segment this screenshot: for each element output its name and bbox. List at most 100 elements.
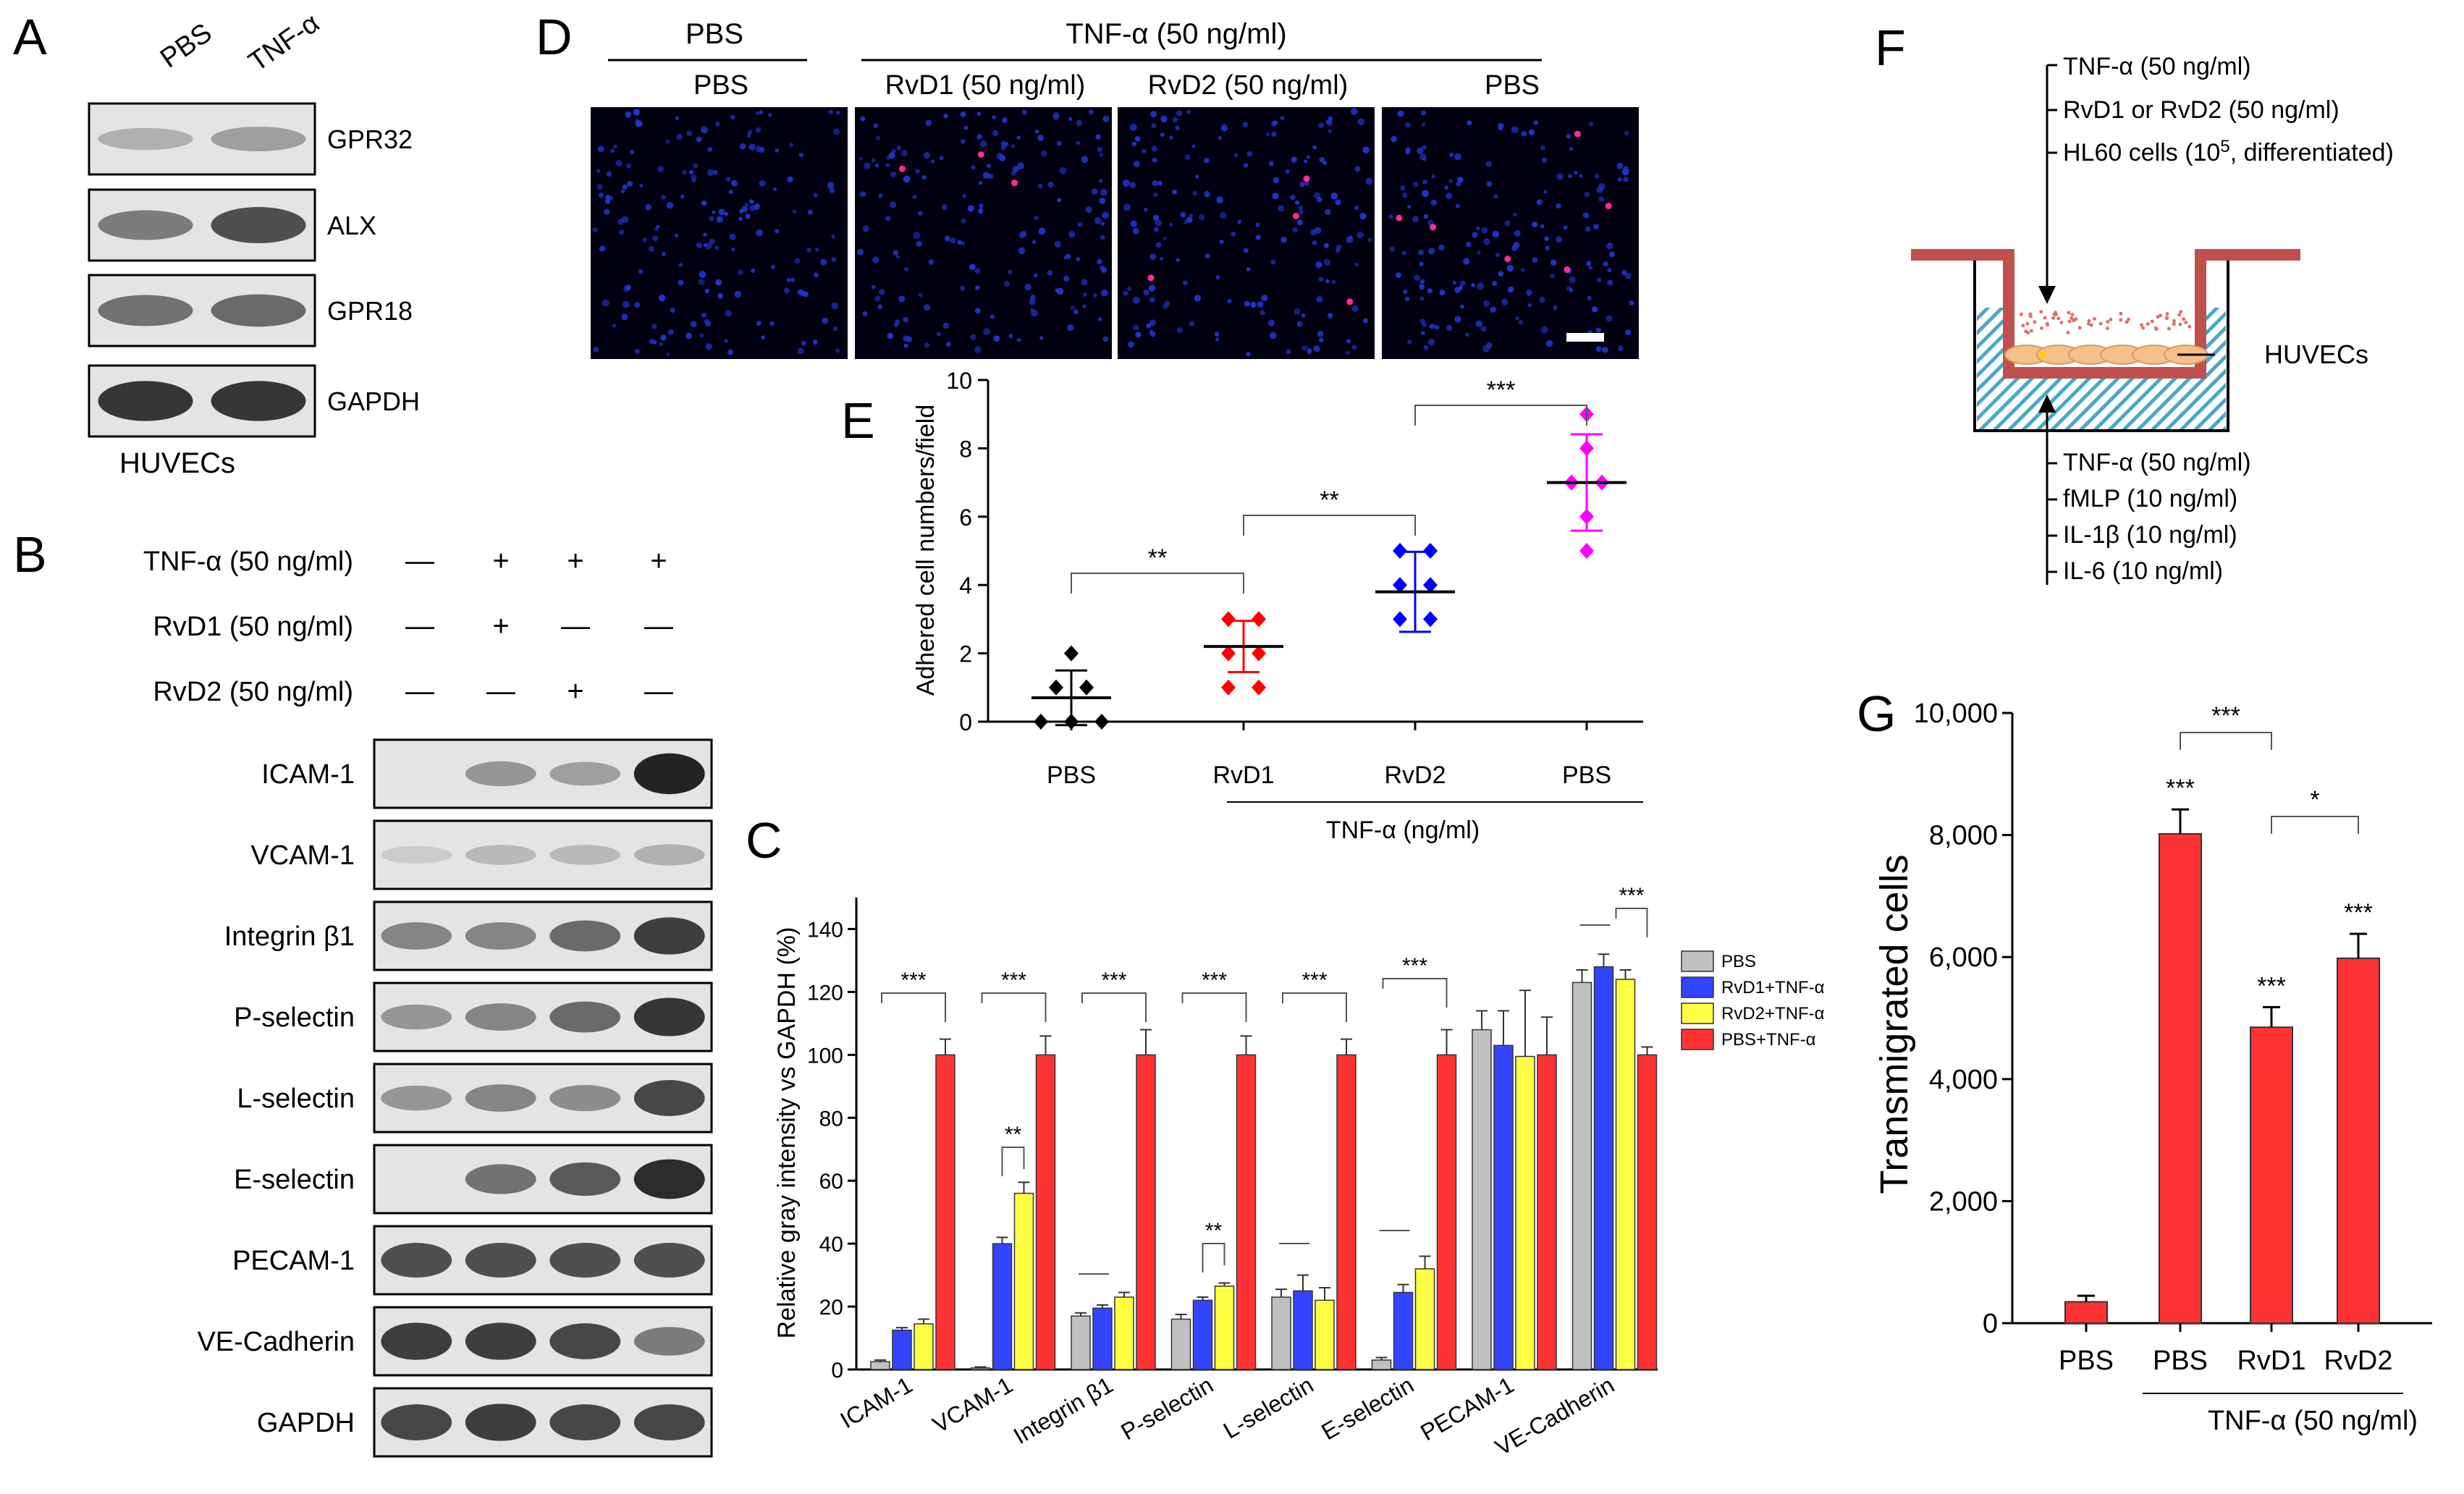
panel-a-blot-band — [98, 295, 193, 326]
nucleus — [1598, 196, 1605, 202]
panel-c-legend-label: RvD2+TNF-α — [1721, 1004, 1825, 1024]
nucleus — [877, 304, 883, 310]
top-label: RvD1 or RvD2 (50 ng/ml) — [2063, 96, 2339, 124]
panel-c-bar — [914, 1323, 934, 1370]
nucleus — [596, 169, 601, 174]
nucleus — [651, 324, 657, 329]
nucleus — [707, 146, 713, 153]
nucleus — [974, 308, 981, 314]
nucleus — [798, 152, 804, 158]
nucleus — [1319, 156, 1325, 163]
nucleus — [1189, 321, 1195, 326]
panel-a: A PBS TNF-α GPR32 ALX GPR18 GAPDH HUVECs — [13, 8, 420, 479]
nucleus — [725, 310, 732, 317]
panel-c-sig-label: *** — [1202, 968, 1227, 992]
nucleus — [1304, 159, 1308, 164]
nucleus — [696, 136, 702, 143]
nucleus — [888, 152, 895, 159]
hl60-cell — [2059, 321, 2064, 325]
panel-c-sig-bracket — [1181, 992, 1247, 1022]
top-arrow-head — [2038, 286, 2056, 304]
nucleus — [1486, 181, 1493, 187]
nucleus — [970, 334, 976, 341]
panel-c-bar — [1315, 1299, 1335, 1370]
panel-e-x-tick-label: RvD2 — [1384, 761, 1446, 789]
nucleus — [978, 180, 983, 185]
nucleus — [1423, 345, 1429, 350]
nucleus — [1098, 317, 1102, 321]
nucleus — [1269, 332, 1277, 339]
panel-b-band-label: VCAM-1 — [250, 840, 355, 871]
nucleus — [749, 199, 754, 204]
nucleus — [688, 169, 694, 175]
panel-g-sig-label: *** — [2211, 702, 2240, 730]
nucleus — [1528, 129, 1535, 135]
nucleus — [1498, 122, 1504, 130]
nucleus — [1435, 325, 1440, 330]
nucleus — [1169, 135, 1173, 140]
panel-a-blot-band — [211, 207, 306, 243]
nucleus — [1482, 300, 1490, 307]
nucleus — [1574, 171, 1578, 175]
hl60-cells — [2019, 310, 2192, 335]
panel-g-bar-star: *** — [2257, 972, 2286, 1000]
panel-c-legend-label: RvD1+TNF-α — [1721, 978, 1825, 997]
nucleus — [1133, 161, 1140, 167]
nucleus — [638, 269, 644, 274]
nucleus — [1405, 122, 1411, 128]
nucleus — [1457, 177, 1464, 183]
panel-b-sign: — — [486, 675, 515, 707]
nucleus — [898, 295, 906, 303]
nucleus — [1149, 329, 1155, 335]
panel-g-chart: G TNF-α (50 ng/ml) 0 2,000 4,000 6,000 8,000… — [1857, 685, 2432, 1436]
panel-b-blot-band — [465, 922, 536, 950]
nucleus — [1039, 336, 1044, 340]
nucleus — [734, 290, 742, 298]
nucleus — [979, 140, 987, 148]
nucleus — [928, 259, 934, 265]
nucleus — [885, 216, 891, 221]
nucleus — [1345, 350, 1350, 355]
nucleus — [801, 341, 806, 347]
nucleus — [1168, 222, 1173, 227]
nucleus — [1594, 174, 1600, 179]
nucleus — [1412, 216, 1419, 222]
nucleus — [1215, 275, 1220, 280]
nucleus — [1244, 300, 1250, 307]
nucleus — [1270, 259, 1276, 265]
nucleus — [1160, 115, 1168, 123]
nucleus — [1318, 122, 1325, 129]
nucleus — [1430, 199, 1438, 206]
panel-b-condition-label: RvD2 (50 ng/ml) — [153, 677, 353, 707]
panel-e-y-tick-label: 0 — [959, 709, 972, 735]
nucleus — [924, 304, 931, 311]
nucleus — [598, 192, 604, 198]
nucleus — [775, 148, 780, 153]
hl60-cell — [2029, 329, 2033, 333]
nucleus — [1533, 120, 1539, 125]
nucleus — [940, 156, 944, 161]
panel-c-sig-label: *** — [1101, 968, 1126, 992]
nucleus — [1204, 158, 1210, 164]
panel-c-sig-label: *** — [1619, 884, 1644, 908]
nucleus — [1081, 156, 1089, 164]
nucleus — [1335, 199, 1341, 206]
nucleus — [1448, 179, 1453, 184]
nucleus — [1396, 272, 1401, 278]
nucleus — [1406, 204, 1412, 209]
nucleus — [599, 245, 606, 252]
nucleus — [789, 143, 794, 147]
nucleus — [1587, 295, 1592, 301]
nucleus — [634, 348, 641, 354]
nucleus — [1367, 237, 1372, 242]
nucleus — [923, 151, 931, 159]
nucleus — [738, 216, 743, 221]
nucleus — [822, 317, 829, 324]
micrograph — [1118, 107, 1375, 359]
hl60-cell — [2106, 326, 2110, 331]
panel-g-bar — [2337, 957, 2380, 1324]
nucleus — [1492, 281, 1498, 287]
hl60-cell — [2077, 326, 2082, 330]
hl60-cell — [2140, 323, 2144, 327]
nucleus — [740, 143, 746, 150]
